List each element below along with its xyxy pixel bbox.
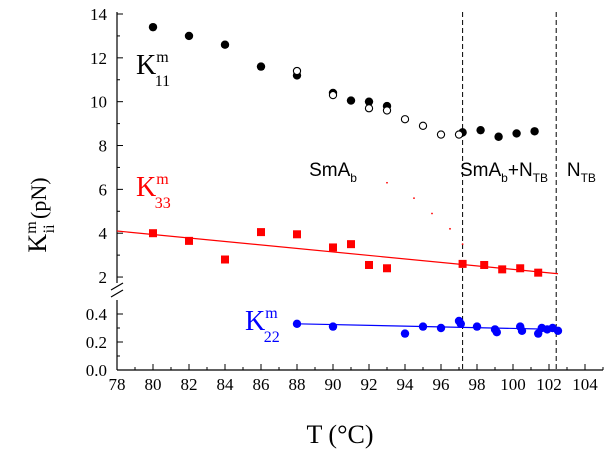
data-point: [347, 240, 355, 249]
series-label: Km 11: [136, 49, 170, 90]
axis-break-mark: [110, 282, 124, 291]
data-point: [472, 322, 482, 331]
x-tick-label: 96: [433, 375, 450, 394]
chart-labels: T (°C) Kmii (pN) SmAb SmAb+NTB NTB Km 11 Km 33 Km…: [23, 49, 596, 449]
x-tick-label: 88: [289, 375, 306, 394]
data-point: [516, 264, 525, 273]
data-point: [498, 265, 507, 274]
data-point: [257, 228, 265, 237]
x-tick-label: 80: [145, 375, 162, 394]
data-point: [185, 236, 193, 245]
phase-label: SmAb+NTB: [460, 160, 548, 185]
phase-label: NTB: [567, 160, 596, 185]
x-tick-label: 78: [109, 375, 126, 394]
x-tick-label: 100: [500, 375, 526, 394]
data-point: [400, 329, 410, 338]
data-point: [494, 132, 503, 141]
data-point: [328, 90, 338, 100]
x-tick-label: 92: [361, 375, 378, 394]
data-point: [293, 230, 301, 239]
axes: 2 4 6 8 10 12 14 0.0 0.2 0.4 78 80 82 84 86 88 90 92 94 96 9…: [86, 5, 604, 394]
data-point: [184, 31, 194, 41]
data-point: [400, 115, 410, 124]
x-tick-label: 104: [572, 375, 598, 394]
series-label: Km 33: [136, 171, 171, 212]
data-point: [530, 127, 539, 136]
data-point: [418, 322, 428, 331]
x-axis-label: T (°C): [307, 420, 374, 449]
data-point: [480, 260, 489, 269]
trace-dot: [449, 227, 451, 230]
data-point: [436, 323, 446, 333]
data-point: [329, 243, 337, 252]
data-point: [365, 260, 373, 269]
data-point: [534, 268, 543, 277]
data-point: [454, 130, 464, 139]
y-tick-label: 12: [90, 49, 107, 68]
x-tick-label: 86: [253, 375, 270, 394]
x-tick-label: 98: [469, 375, 486, 394]
y-tick-label: 0.0: [86, 361, 107, 380]
y-tick-label: 6: [99, 180, 108, 199]
trace-dot: [431, 212, 433, 215]
data-point: [346, 96, 356, 105]
data-point: [221, 255, 229, 264]
data-point: [476, 125, 485, 135]
data-point: [328, 322, 338, 331]
data-point: [383, 264, 391, 273]
fit-line: [296, 323, 559, 330]
x-tick-label: 90: [325, 375, 342, 394]
y-tick-label: 2: [99, 268, 108, 287]
y-tick-label: 0.4: [86, 305, 108, 324]
data-point: [220, 40, 230, 49]
data-point: [292, 319, 302, 328]
y-tick-label: 8: [99, 137, 108, 156]
data-point: [418, 121, 428, 130]
y-tick-label: 4: [99, 224, 108, 243]
trace-dot: [413, 197, 415, 200]
x-tick-label: 94: [397, 375, 415, 394]
data-point: [456, 319, 465, 328]
y-axis-label: Kmii (pN): [23, 177, 58, 252]
data-point: [364, 97, 374, 106]
trace-dot: [386, 181, 388, 184]
data-point: [148, 22, 158, 32]
data-point: [382, 106, 392, 115]
fit-line: [116, 230, 559, 275]
x-tick-label: 102: [536, 375, 562, 394]
axis-break-mark: [110, 289, 124, 298]
x-tick-label: 84: [217, 375, 235, 394]
y-tick-label: 14: [90, 5, 108, 24]
data-point: [364, 104, 374, 113]
series-label: Km 22: [245, 305, 280, 346]
data-point: [517, 326, 527, 335]
chart-marks: [116, 12, 563, 370]
y-tick-label: 0.2: [86, 333, 107, 352]
data-point: [512, 129, 521, 138]
data-point: [553, 326, 563, 335]
data-point: [492, 328, 501, 337]
x-tick-label: 82: [181, 375, 198, 394]
data-point: [292, 66, 302, 76]
data-point: [436, 130, 446, 139]
data-point: [458, 259, 467, 268]
phase-label: SmAb: [309, 160, 357, 185]
data-point: [149, 229, 157, 238]
data-point: [256, 62, 266, 71]
trace-dot: [461, 243, 464, 246]
y-tick-label: 10: [90, 93, 107, 112]
